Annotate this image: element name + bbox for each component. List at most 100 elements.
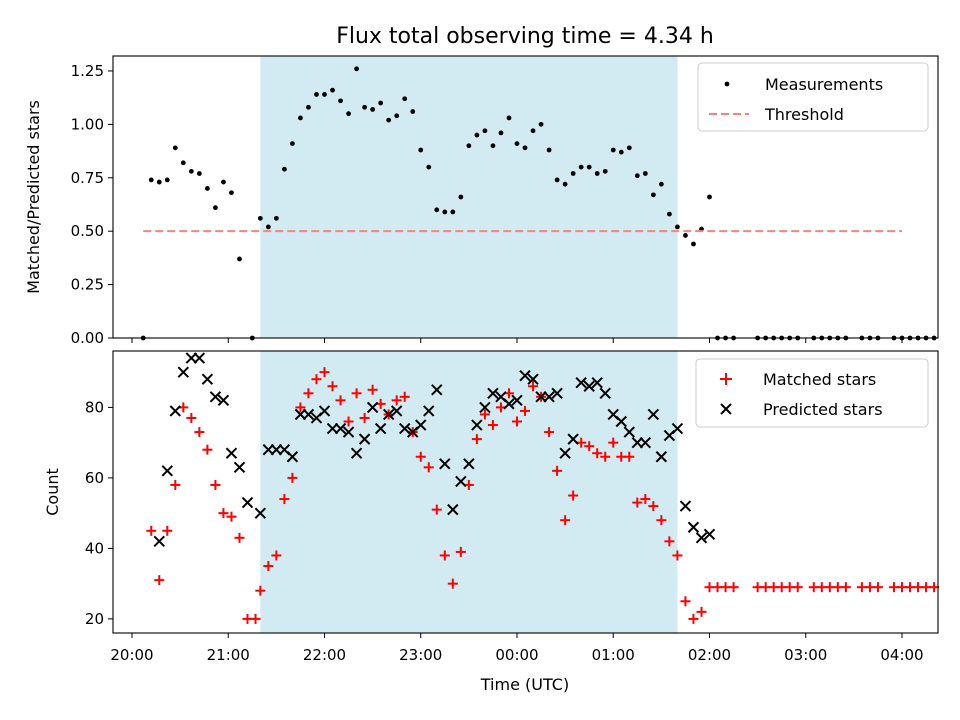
matched-point [250,613,261,624]
predicted-point [193,352,206,364]
bottom-panel-frame [112,350,939,634]
matched-point [226,511,237,522]
measurement-point [204,186,210,191]
matched-point [568,490,579,501]
top-panel-marks [140,66,937,341]
bottom-panel: 20 40 60 80 20:00 21:00 22:00 23:00 00:00 01:00 0… [43,350,940,694]
matched-point [728,582,739,593]
predicted-point [358,433,371,445]
matched-point [608,437,619,448]
measurement-point [642,171,648,176]
x-tick-label: 21:00 [207,646,250,664]
x-tick-label: 20:00 [110,646,153,664]
matched-point [234,532,245,543]
legend-predicted-label: Predicted stars [763,400,883,419]
measurement-point [290,141,295,146]
measurement-point [370,107,376,112]
predicted-point [382,408,395,421]
measurement-point [418,147,424,153]
predicted-point [201,373,214,385]
measurement-point [634,173,640,179]
measurement-point [265,224,271,230]
measurement-point [482,128,488,134]
measurement-point [180,160,186,166]
measurement-point [586,164,592,170]
measurement-point [490,143,496,149]
measurement-point [683,233,688,238]
predicted-point [225,447,238,459]
matched-point [479,409,490,420]
matched-point [528,381,539,392]
predicted-point [527,373,539,385]
matched-point [929,582,940,593]
matched-point [872,582,883,593]
matched-point [624,451,635,462]
matched-point [688,613,699,624]
measurement-point [338,98,343,104]
matched-point [600,451,611,462]
predicted-point [177,366,190,378]
predicted-point [334,422,347,435]
measurement-point [346,111,351,117]
predicted-point [599,387,611,400]
measurement-point [164,177,170,183]
predicted-point [543,391,555,403]
predicted-point [519,369,531,382]
predicted-point [217,394,230,407]
matched-point [194,427,205,438]
top-x-ticks [131,338,903,343]
matched-point [680,596,691,607]
top-y-ticks: 0.00 0.25 0.50 0.75 1.00 1.25 [71,62,113,347]
series-0 [146,367,940,624]
matched-point [162,525,173,536]
matched-point [287,472,298,483]
x-tick-label: 01:00 [592,646,635,664]
predicted-point [479,401,491,414]
matched-point [202,444,213,455]
predicted-point [455,475,467,488]
predicted-point [695,532,708,544]
matched-point [648,501,659,512]
matched-point [592,448,603,459]
matched-point [696,606,707,617]
measurement-point [426,164,432,170]
matched-point [520,405,531,416]
chart-title: Flux total observing time = 4.34 h [336,24,714,49]
matched-point [552,465,563,476]
measurement-point [474,132,480,138]
predicted-point [390,405,403,417]
matched-point [359,412,370,423]
legend-matched-label: Matched stars [763,370,876,389]
matched-point [455,546,466,557]
top-legend-frame [697,62,929,132]
matched-point [544,427,555,438]
y-tick-label: 0.25 [71,276,104,294]
measurement-point [522,145,528,151]
measurement-point [229,190,234,196]
predicted-point [415,419,427,431]
measurement-point [458,194,464,200]
predicted-point [591,377,603,389]
y-tick-label: 60 [85,469,104,487]
measurement-point [602,168,608,174]
matched-point [351,388,362,399]
legend-measurements-label: Measurements [765,75,883,94]
y-tick-label: 80 [85,398,104,416]
measurement-point [442,209,448,215]
predicted-point [487,387,499,400]
matched-point [327,381,338,392]
series-1 [153,352,716,548]
predicted-point [463,458,475,470]
top-y-axis-label: Matched/Predicted stars [24,100,43,294]
measurement-point [188,168,194,174]
matched-point [263,561,274,572]
measurement-point [410,109,416,114]
measurement-point [691,241,696,247]
matched-point [255,585,266,596]
matched-point [423,462,434,473]
measurement-point [506,115,512,121]
measurement-point [618,149,624,155]
predicted-point [503,398,515,410]
measurement-point [386,117,392,123]
bottom-panel-marks [146,352,940,624]
